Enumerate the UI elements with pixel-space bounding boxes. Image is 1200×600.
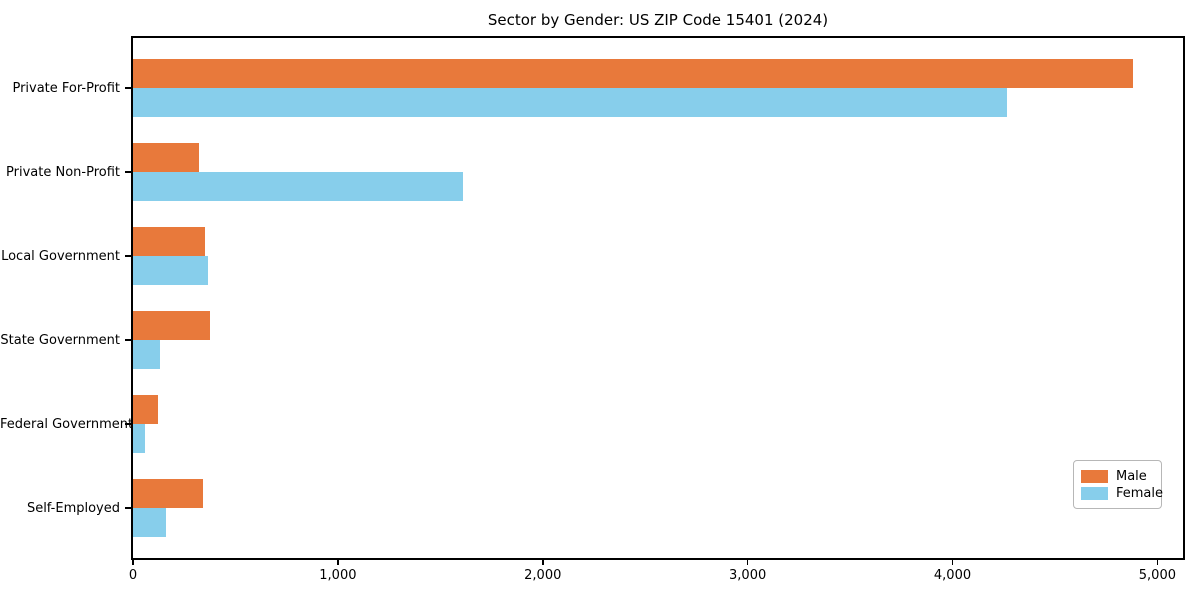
y-tick-label-3: Local Government <box>1 248 120 264</box>
y-tick-mark <box>125 339 131 341</box>
x-tick-mark <box>1156 560 1159 565</box>
bar-male-4 <box>133 311 210 340</box>
legend-items: Male Female <box>1081 468 1163 501</box>
x-tick-mark <box>132 560 134 565</box>
bar-male-1 <box>133 59 1133 88</box>
y-tick-mark <box>125 255 131 257</box>
x-tick-mark <box>951 560 954 565</box>
female-legend-swatch <box>1081 486 1108 500</box>
y-tick-label-2: Private Non-Profit <box>6 164 120 180</box>
x-tick-label: 4,000 <box>933 568 972 583</box>
bar-male-5 <box>133 395 158 424</box>
bar-female-2 <box>133 172 463 201</box>
bar-female-5 <box>133 424 145 453</box>
x-tick-label: 0 <box>128 568 138 583</box>
bar-female-6 <box>133 508 166 537</box>
y-tick-mark <box>125 87 131 89</box>
bar-female-4 <box>133 340 160 369</box>
y-tick-label-5: Federal Government <box>0 416 134 432</box>
y-tick-label-1: Private For-Profit <box>12 80 120 96</box>
y-tick-mark <box>125 171 131 173</box>
legend-label-male: Male <box>1116 468 1147 484</box>
x-tick-label: 1,000 <box>319 568 357 583</box>
x-tick-label: 2,000 <box>524 568 562 583</box>
male-legend-swatch <box>1081 469 1108 483</box>
bar-male-3 <box>133 227 205 256</box>
x-tick-mark <box>542 560 544 565</box>
x-tick-mark <box>337 560 339 565</box>
bar-female-3 <box>133 256 208 285</box>
y-tick-mark <box>125 507 131 509</box>
y-tick-mark <box>125 423 131 425</box>
bar-male-2 <box>133 143 199 172</box>
bar-male-6 <box>133 479 203 508</box>
y-tick-label-6: Self-Employed <box>26 500 120 516</box>
x-tick-label: 5,000 <box>1138 568 1176 583</box>
x-tick-mark <box>746 560 749 565</box>
chart-title: Sector by Gender: US ZIP Code 15401 (202… <box>487 11 829 29</box>
legend-item-male: Male <box>1081 468 1153 484</box>
legend: Male Female <box>1073 460 1163 509</box>
plot-area: Male Female <box>131 36 1185 560</box>
bar-female-1 <box>133 88 1007 117</box>
y-tick-label-4: State Government <box>0 332 120 348</box>
legend-item-female: Female <box>1081 485 1163 501</box>
legend-label-female: Female <box>1116 485 1164 501</box>
x-tick-label: 3,000 <box>729 568 767 583</box>
